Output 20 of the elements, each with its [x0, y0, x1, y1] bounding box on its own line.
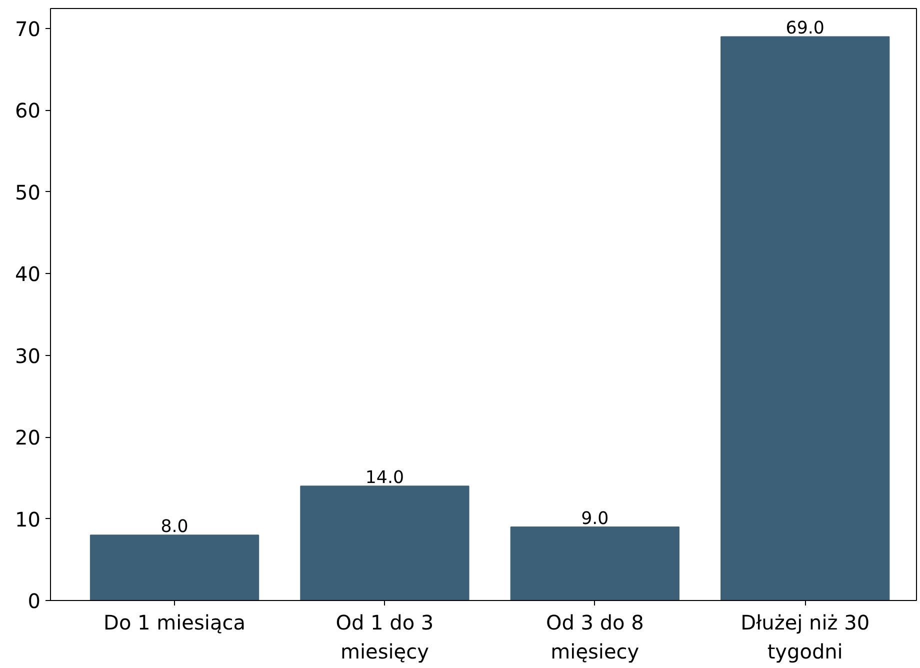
data-label: 69.0: [786, 18, 824, 39]
y-tick-label: 30: [15, 344, 41, 368]
x-tick-label: Do 1 miesiąca: [104, 610, 246, 634]
x-tick-label: Od 1 do 3 miesięcy: [336, 610, 434, 664]
bar: [510, 526, 680, 600]
data-label: 9.0: [581, 508, 609, 529]
data-label: 8.0: [160, 517, 188, 538]
y-tick-label: 10: [15, 507, 41, 532]
y-tick-label: 20: [15, 426, 41, 450]
y-tick-label: 40: [15, 262, 41, 286]
bar: [720, 36, 890, 600]
bar: [90, 534, 260, 600]
bar: [300, 486, 470, 600]
y-tick-label: 0: [28, 589, 41, 613]
data-label: 14.0: [365, 468, 404, 488]
y-tick-label: 60: [15, 98, 41, 123]
x-tick-label: Dłużej niż 30 tygodni: [740, 610, 870, 664]
x-tick-label: Od 3 do 8 mięsiecy: [546, 610, 644, 664]
y-tick-label: 70: [15, 17, 41, 42]
y-tick-label: 50: [15, 180, 41, 204]
